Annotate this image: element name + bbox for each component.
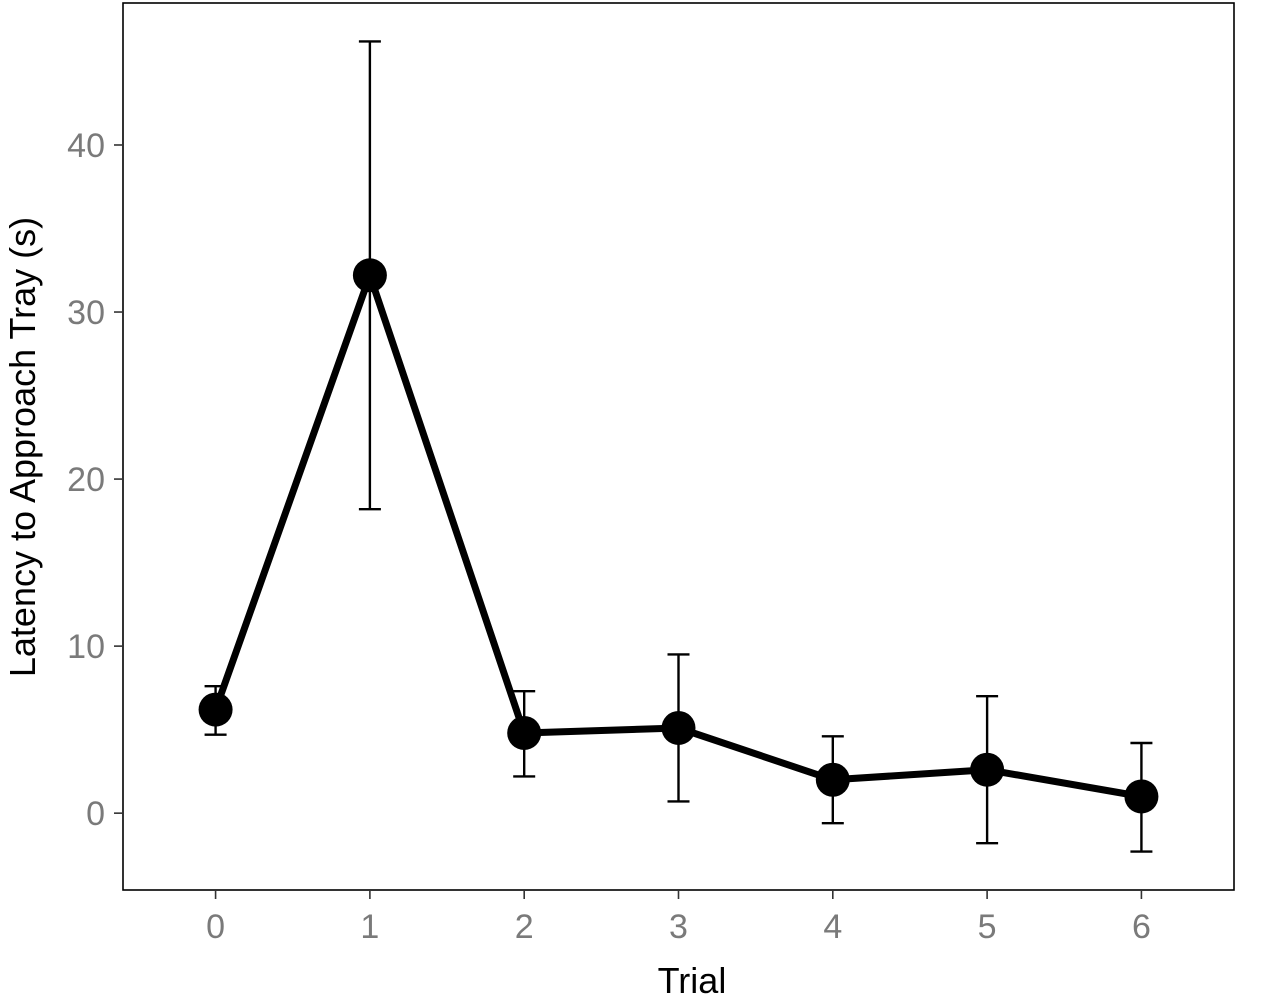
y-tick-label-4: 40 (67, 127, 105, 165)
x-tick-label-4: 4 (823, 908, 842, 946)
x-tick-label-5: 5 (978, 908, 997, 946)
data-point-2 (507, 715, 542, 750)
y-tick-label-3: 30 (67, 294, 105, 332)
y-tick-label-1: 10 (67, 628, 105, 666)
data-points (198, 258, 1159, 814)
x-tick-label-6: 6 (1132, 908, 1151, 946)
y-tick-label-2: 20 (67, 461, 105, 499)
y-axis-ticks: 0 10 20 30 40 (67, 127, 123, 833)
x-tick-label-2: 2 (515, 908, 534, 946)
data-point-4 (815, 762, 850, 797)
data-point-3 (661, 710, 696, 745)
x-axis-ticks: 0 1 2 3 4 5 6 (206, 890, 1151, 946)
x-tick-label-1: 1 (360, 908, 379, 946)
data-point-1 (352, 258, 387, 293)
data-point-5 (970, 752, 1005, 787)
data-point-0 (198, 692, 233, 727)
x-tick-label-3: 3 (669, 908, 688, 946)
y-axis-title: Latency to Approach Tray (s) (2, 217, 43, 677)
y-tick-label-0: 0 (86, 795, 105, 833)
x-tick-label-0: 0 (206, 908, 225, 946)
x-axis-title: Trial (658, 960, 727, 999)
data-point-6 (1124, 779, 1159, 814)
